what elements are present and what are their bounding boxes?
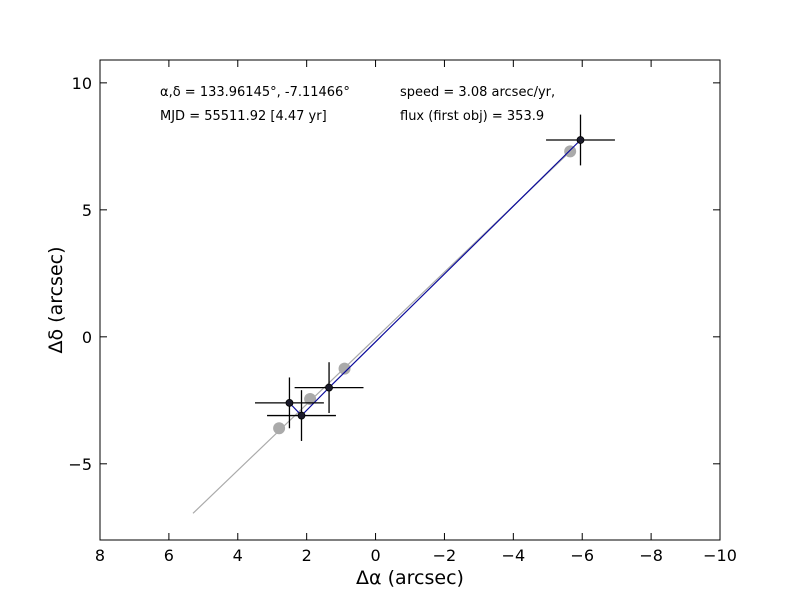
x-tick-label: −4 [502, 546, 526, 565]
y-axis-label: Δδ (arcsec) [45, 246, 67, 353]
x-axis-label: Δα (arcsec) [356, 567, 464, 589]
measured-point [576, 136, 585, 144]
x-tick-label: 0 [370, 546, 380, 565]
y-tick-label: 0 [82, 328, 92, 347]
axis-ticks: 8 6 4 2 0 −2 −4 −6 −8 −10 10 5 0 −5 [68, 60, 737, 565]
measured-line [289, 139, 581, 417]
y-tick-label: −5 [68, 455, 92, 474]
measured-point [325, 383, 333, 392]
x-tick-label: 6 [164, 546, 174, 565]
annotation-flux: flux (first obj) = 353.9 [400, 109, 544, 124]
model-point [304, 393, 317, 406]
model-point [564, 145, 577, 158]
x-tick-label: 8 [95, 546, 105, 565]
x-tick-label: −8 [639, 546, 663, 565]
annotation-speed: speed = 3.08 arcsec/yr, [400, 85, 555, 100]
x-tick-label: 2 [302, 546, 312, 565]
x-tick-label: −10 [703, 546, 737, 565]
y-tick-label: 5 [82, 201, 92, 220]
annotation-mjd: MJD = 55511.92 [4.47 yr] [160, 109, 327, 124]
plot-frame [99, 59, 721, 541]
measured-point [297, 411, 306, 420]
measured-track [255, 114, 615, 441]
x-tick-label: 4 [233, 546, 243, 565]
x-tick-label: −2 [433, 546, 457, 565]
x-tick-label: −6 [570, 546, 594, 565]
y-tick-label: 10 [72, 74, 92, 93]
model-point [338, 362, 351, 375]
annotation-coordinates: α,δ = 133.96145°, -7.11466° [160, 85, 350, 100]
measured-point [285, 398, 294, 407]
model-point [273, 422, 286, 435]
